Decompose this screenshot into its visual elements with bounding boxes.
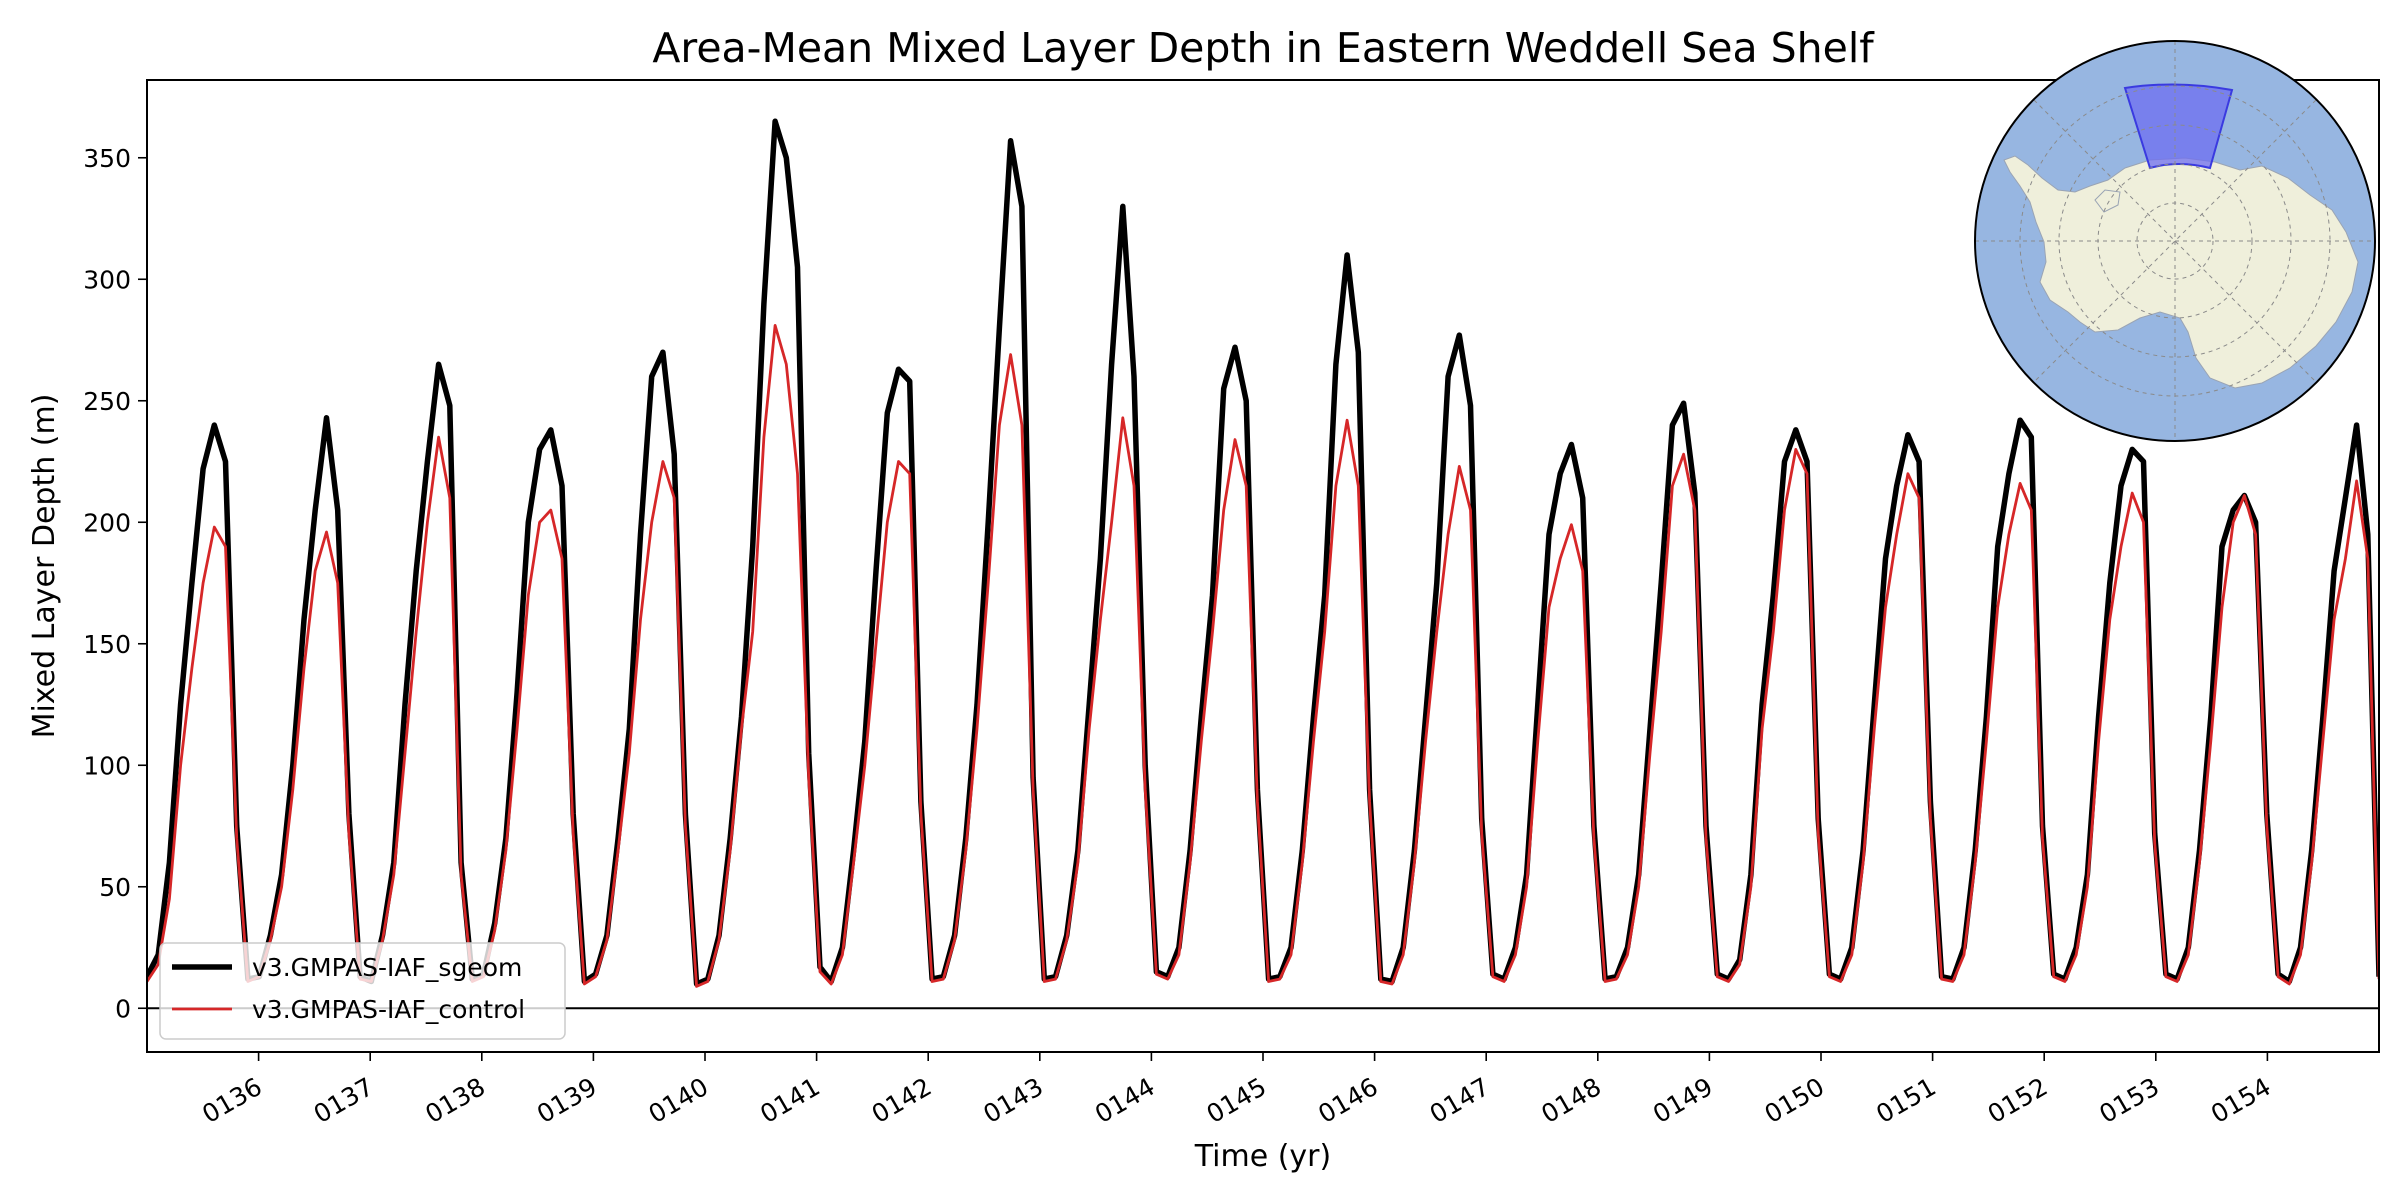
map-border (1974, 40, 2376, 442)
x-tick-label: 0141 (755, 1072, 825, 1129)
legend-label-control: v3.GMPAS-IAF_control (252, 995, 525, 1024)
y-tick-label: 100 (83, 751, 131, 780)
y-axis-label: Mixed Layer Depth (m) (27, 394, 62, 739)
x-tick-label: 0149 (1648, 1072, 1718, 1129)
x-tick-label: 0154 (2206, 1072, 2276, 1129)
inset-map (1974, 40, 2376, 442)
x-tick-label: 0140 (644, 1072, 714, 1129)
x-axis-label: Time (yr) (1194, 1139, 1331, 1174)
x-tick-label: 0147 (1425, 1072, 1495, 1129)
y-tick-label: 200 (83, 508, 131, 537)
legend-label-sgeom: v3.GMPAS-IAF_sgeom (252, 953, 522, 982)
x-tick-label: 0151 (1871, 1072, 1941, 1129)
x-tick-label: 0136 (197, 1072, 267, 1129)
y-tick-label: 350 (83, 144, 131, 173)
x-tick-label: 0137 (309, 1072, 379, 1129)
x-tick-label: 0152 (1983, 1072, 2053, 1129)
map-graticule (1975, 41, 2375, 441)
x-tick-label: 0138 (420, 1072, 490, 1129)
legend: v3.GMPAS-IAF_sgeom v3.GMPAS-IAF_control (159, 942, 566, 1040)
x-tick-label: 0150 (1760, 1072, 1830, 1129)
x-tick-label: 0139 (532, 1072, 602, 1129)
legend-box (159, 942, 566, 1040)
y-tick-label: 300 (83, 265, 131, 294)
series-line-control (147, 323, 2379, 988)
x-tick-label: 0145 (1202, 1072, 1272, 1129)
chart-title: Area-Mean Mixed Layer Depth in Eastern W… (652, 24, 1875, 72)
map-antarctica-land (2003, 155, 2359, 389)
y-tick-label: 0 (115, 994, 131, 1023)
x-tick-label: 0142 (867, 1072, 937, 1129)
map-ice-shelf (2094, 189, 2121, 213)
x-tick-label: 0143 (978, 1072, 1048, 1129)
y-tick-label: 150 (83, 630, 131, 659)
y-tick-label: 50 (99, 873, 131, 902)
x-tick-label: 0146 (1313, 1072, 1383, 1129)
x-tick-label: 0153 (2094, 1072, 2164, 1129)
x-axis: 0136 0137 0138 0139 0140 0141 0142 0143 0144 0145… (197, 1052, 2276, 1129)
x-tick-label: 0144 (1090, 1072, 1160, 1129)
x-tick-label: 0148 (1536, 1072, 1606, 1129)
y-tick-label: 250 (83, 387, 131, 416)
y-axis: 0 50 100 150 200 250 300 350 (83, 144, 147, 1023)
